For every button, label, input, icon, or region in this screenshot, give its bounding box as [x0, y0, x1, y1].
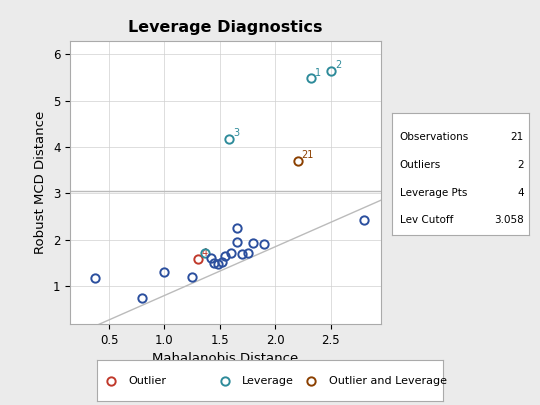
Text: Leverage: Leverage — [242, 376, 294, 386]
Text: Outlier and Leverage: Outlier and Leverage — [329, 376, 447, 386]
Text: 21: 21 — [302, 150, 314, 160]
Text: Leverage Pts: Leverage Pts — [400, 188, 467, 198]
Title: Leverage Diagnostics: Leverage Diagnostics — [128, 20, 323, 35]
Y-axis label: Robust MCD Distance: Robust MCD Distance — [35, 111, 48, 254]
Text: 3.058: 3.058 — [494, 215, 524, 226]
X-axis label: Mahalanobis Distance: Mahalanobis Distance — [152, 352, 299, 365]
Text: 3: 3 — [233, 128, 239, 138]
Text: 2: 2 — [335, 60, 341, 70]
Text: Lev Cutoff: Lev Cutoff — [400, 215, 453, 226]
Text: Outlier: Outlier — [129, 376, 166, 386]
Text: Observations: Observations — [400, 132, 469, 142]
Text: 21: 21 — [510, 132, 524, 142]
Text: 1: 1 — [315, 68, 321, 78]
Text: Outliers: Outliers — [400, 160, 441, 170]
Text: 2: 2 — [517, 160, 524, 170]
Text: 4: 4 — [517, 188, 524, 198]
Text: 4: 4 — [202, 248, 208, 258]
